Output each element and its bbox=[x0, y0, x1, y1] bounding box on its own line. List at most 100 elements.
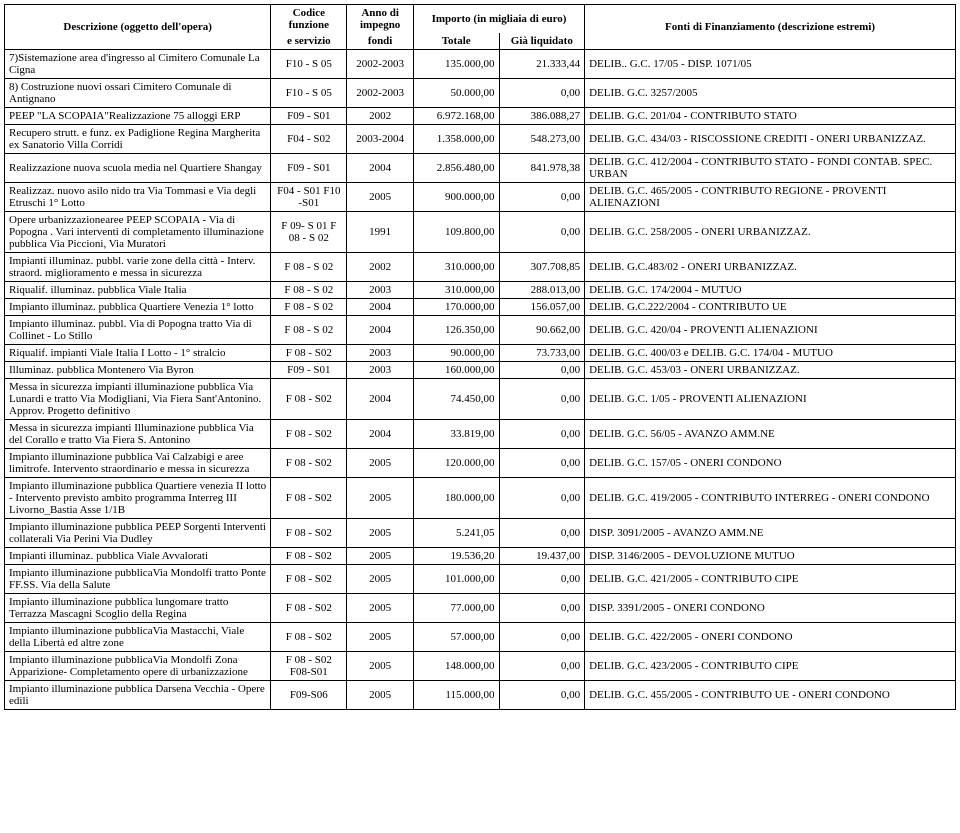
cell-fonte: DELIB. G.C. 453/03 - ONERI URBANIZZAZ. bbox=[585, 362, 956, 379]
cell-desc: 8) Costruzione nuovi ossari Cimitero Com… bbox=[5, 79, 271, 108]
table-row: Impianto illuminazione pubblicaVia Mondo… bbox=[5, 652, 956, 681]
cell-code: F 08 - S 02 bbox=[271, 282, 347, 299]
table-row: Impianti illuminaz. pubblica Viale Avval… bbox=[5, 548, 956, 565]
col-anno-l1: Anno di impegno bbox=[347, 5, 414, 34]
cell-liquidato: 841.978,38 bbox=[499, 154, 585, 183]
table-row: 7)Sistemazione area d'ingresso al Cimite… bbox=[5, 50, 956, 79]
cell-liquidato: 307.708,85 bbox=[499, 253, 585, 282]
cell-totale: 50.000,00 bbox=[413, 79, 499, 108]
cell-desc: Impianti illuminaz. pubblica Viale Avval… bbox=[5, 548, 271, 565]
cell-fonte: DELIB. G.C.222/2004 - CONTRIBUTO UE bbox=[585, 299, 956, 316]
cell-year: 2003 bbox=[347, 345, 414, 362]
col-codice-l3: e servizio bbox=[271, 33, 347, 50]
table-row: Impianto illuminazione pubblicaVia Mondo… bbox=[5, 565, 956, 594]
cell-liquidato: 0,00 bbox=[499, 623, 585, 652]
cell-liquidato: 288.013,00 bbox=[499, 282, 585, 299]
cell-desc: Riqualif. impianti Viale Italia I Lotto … bbox=[5, 345, 271, 362]
cell-totale: 101.000,00 bbox=[413, 565, 499, 594]
table-row: Opere urbanizzazionearee PEEP SCOPAIA - … bbox=[5, 212, 956, 253]
cell-totale: 115.000,00 bbox=[413, 681, 499, 710]
col-fonti: Fonti di Finanziamento (descrizione estr… bbox=[585, 5, 956, 50]
cell-code: F 08 - S02 bbox=[271, 478, 347, 519]
cell-desc: Impianto illuminazione pubblica Darsena … bbox=[5, 681, 271, 710]
cell-totale: 310.000,00 bbox=[413, 253, 499, 282]
cell-totale: 33.819,00 bbox=[413, 420, 499, 449]
cell-code: F 08 - S02 bbox=[271, 449, 347, 478]
cell-year: 2005 bbox=[347, 681, 414, 710]
cell-fonte: DELIB.. G.C. 17/05 - DISP. 1071/05 bbox=[585, 50, 956, 79]
anno-line2: impegno bbox=[351, 19, 409, 31]
cell-totale: 109.800,00 bbox=[413, 212, 499, 253]
cell-code: F10 - S 05 bbox=[271, 50, 347, 79]
cell-desc: Messa in sicurezza impianti Illuminazion… bbox=[5, 420, 271, 449]
cell-code: F 08 - S02 bbox=[271, 519, 347, 548]
cell-liquidato: 19.437,00 bbox=[499, 548, 585, 565]
cell-totale: 90.000,00 bbox=[413, 345, 499, 362]
cell-fonte: DELIB. G.C. 419/2005 - CONTRIBUTO INTERR… bbox=[585, 478, 956, 519]
cell-year: 2005 bbox=[347, 652, 414, 681]
cell-code: F 08 - S 02 bbox=[271, 253, 347, 282]
cell-code: F 08 - S02 bbox=[271, 594, 347, 623]
cell-liquidato: 0,00 bbox=[499, 478, 585, 519]
cell-liquidato: 0,00 bbox=[499, 212, 585, 253]
cell-totale: 900.000,00 bbox=[413, 183, 499, 212]
cell-fonte: DELIB. G.C. 423/2005 - CONTRIBUTO CIPE bbox=[585, 652, 956, 681]
col-codice-l1: Codice funzione bbox=[271, 5, 347, 34]
cell-fonte: DELIB. G.C. 465/2005 - CONTRIBUTO REGION… bbox=[585, 183, 956, 212]
table-row: Impianto illuminazione pubblica Darsena … bbox=[5, 681, 956, 710]
cell-code: F 08 - S02 F08-S01 bbox=[271, 652, 347, 681]
cell-fonte: DELIB. G.C. 56/05 - AVANZO AMM.NE bbox=[585, 420, 956, 449]
table-row: Riqualif. illuminaz. pubblica Viale Ital… bbox=[5, 282, 956, 299]
cell-desc: Impianto illuminazione pubblicaVia Mondo… bbox=[5, 565, 271, 594]
cell-liquidato: 386.088,27 bbox=[499, 108, 585, 125]
col-anno-l3: fondi bbox=[347, 33, 414, 50]
cell-fonte: DELIB. G.C. 422/2005 - ONERI CONDONO bbox=[585, 623, 956, 652]
cell-year: 2005 bbox=[347, 449, 414, 478]
cell-desc: Riqualif. illuminaz. pubblica Viale Ital… bbox=[5, 282, 271, 299]
cell-year: 2005 bbox=[347, 548, 414, 565]
table-row: Illuminaz. pubblica Montenero Via ByronF… bbox=[5, 362, 956, 379]
table-row: Realizzaz. nuovo asilo nido tra Via Tomm… bbox=[5, 183, 956, 212]
codice-line1: Codice bbox=[275, 7, 342, 19]
col-liquidato: Già liquidato bbox=[499, 33, 585, 50]
cell-fonte: DELIB. G.C.483/02 - ONERI URBANIZZAZ. bbox=[585, 253, 956, 282]
cell-code: F 08 - S02 bbox=[271, 420, 347, 449]
cell-liquidato: 0,00 bbox=[499, 449, 585, 478]
cell-year: 2003-2004 bbox=[347, 125, 414, 154]
cell-desc: Messa in sicurezza impianti illuminazion… bbox=[5, 379, 271, 420]
table-row: Messa in sicurezza impianti illuminazion… bbox=[5, 379, 956, 420]
cell-year: 2003 bbox=[347, 362, 414, 379]
cell-fonte: DELIB. G.C. 412/2004 - CONTRIBUTO STATO … bbox=[585, 154, 956, 183]
col-desc: Descrizione (oggetto dell'opera) bbox=[5, 5, 271, 50]
cell-year: 2005 bbox=[347, 478, 414, 519]
col-importo: Importo (in migliaia di euro) bbox=[413, 5, 584, 34]
cell-desc: Impianto illuminazione pubblica lungomar… bbox=[5, 594, 271, 623]
cell-code: F04 - S02 bbox=[271, 125, 347, 154]
cell-totale: 170.000,00 bbox=[413, 299, 499, 316]
cell-year: 2005 bbox=[347, 623, 414, 652]
cell-code: F10 - S 05 bbox=[271, 79, 347, 108]
cell-desc: PEEP "LA SCOPAIA"Realizzazione 75 allogg… bbox=[5, 108, 271, 125]
table-row: Impianto illuminaz. pubbl. Via di Popogn… bbox=[5, 316, 956, 345]
cell-liquidato: 73.733,00 bbox=[499, 345, 585, 362]
cell-totale: 148.000,00 bbox=[413, 652, 499, 681]
table-row: Impianto illuminazione pubblicaVia Masta… bbox=[5, 623, 956, 652]
cell-year: 1991 bbox=[347, 212, 414, 253]
cell-code: F09 - S01 bbox=[271, 154, 347, 183]
cell-code: F 08 - S 02 bbox=[271, 299, 347, 316]
cell-totale: 2.856.480,00 bbox=[413, 154, 499, 183]
cell-fonte: DELIB. G.C. 400/03 e DELIB. G.C. 174/04 … bbox=[585, 345, 956, 362]
cell-code: F 08 - S02 bbox=[271, 565, 347, 594]
cell-year: 2005 bbox=[347, 519, 414, 548]
cell-totale: 19.536,20 bbox=[413, 548, 499, 565]
cell-fonte: DELIB. G.C. 420/04 - PROVENTI ALIENAZION… bbox=[585, 316, 956, 345]
cell-liquidato: 0,00 bbox=[499, 420, 585, 449]
cell-desc: Impianto illuminazione pubblica Vai Calz… bbox=[5, 449, 271, 478]
cell-code: F09 - S01 bbox=[271, 108, 347, 125]
cell-liquidato: 21.333,44 bbox=[499, 50, 585, 79]
cell-totale: 1.358.000,00 bbox=[413, 125, 499, 154]
cell-liquidato: 0,00 bbox=[499, 519, 585, 548]
cell-liquidato: 0,00 bbox=[499, 379, 585, 420]
cell-desc: Realizzaz. nuovo asilo nido tra Via Tomm… bbox=[5, 183, 271, 212]
cell-fonte: DELIB. G.C. 3257/2005 bbox=[585, 79, 956, 108]
